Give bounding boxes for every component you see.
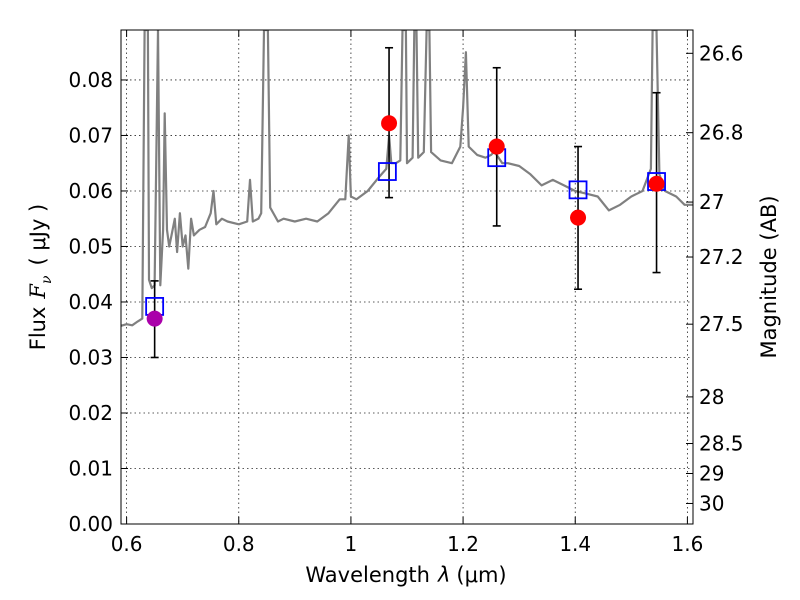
y-axis-title-unit: ( μJy ) — [26, 204, 50, 266]
y-tick-label: 0.01 — [68, 456, 113, 480]
y-tick-label: 0.05 — [68, 234, 113, 258]
y-axis-title-symbol: F — [26, 283, 50, 300]
y2-tick-label: 27.2 — [699, 245, 744, 269]
y-tick-label: 0.06 — [68, 179, 113, 203]
plot-frame — [120, 29, 694, 525]
y2-tick-label: 30 — [699, 491, 724, 515]
y-tick-label: 0.07 — [68, 123, 113, 147]
spectrum-line — [121, 30, 693, 327]
model-square-point — [377, 162, 397, 181]
data-point — [146, 310, 163, 327]
x-axis-title: Wavelength λ (μm) — [305, 563, 506, 587]
y2-tick-label: 26.8 — [699, 121, 744, 145]
model-square-point — [568, 180, 588, 200]
y-axis-title: Flux Fν ( μJy ) — [26, 204, 55, 350]
y-tick-label: 0.08 — [68, 68, 113, 92]
x-axis-title-symbol: λ — [437, 563, 450, 587]
y-axis-title-subscript: ν — [39, 275, 55, 284]
y-tick-label: 0.04 — [68, 290, 113, 314]
x-tick-label: 1 — [345, 532, 358, 556]
y2-axis-title: Magnitude (AB) — [757, 195, 781, 358]
y2-tick-label: 29 — [699, 461, 724, 485]
y-tick-label: 0.03 — [68, 345, 113, 369]
x-tick-label: 0.8 — [223, 532, 255, 556]
x-axis-title-text: Wavelength — [305, 563, 430, 587]
data-point — [488, 138, 505, 155]
axes: 0.6 0.8 1 1.2 1.4 1.6 0.00 0.01 0.02 0.03 0.04 0.05… — [68, 30, 744, 556]
y2-tick-label: 28 — [699, 385, 724, 409]
plot-area — [121, 30, 693, 359]
y-tick-label: 0.00 — [68, 512, 113, 536]
y2-tick-label: 27 — [699, 190, 724, 214]
y2-tick-label: 28.5 — [699, 432, 744, 456]
x-tick-label: 1.4 — [559, 532, 591, 556]
data-point — [648, 175, 665, 192]
y2-tick-label: 26.6 — [699, 41, 744, 65]
x-axis-title-unit: (μm) — [456, 563, 506, 587]
x-tick-label: 0.6 — [111, 532, 143, 556]
x-tick-label: 1.2 — [447, 532, 479, 556]
data-point — [381, 115, 398, 132]
y2-tick-label: 27.5 — [699, 312, 744, 336]
data-point — [570, 209, 587, 226]
x-tick-label: 1.6 — [671, 532, 703, 556]
y-tick-label: 0.02 — [68, 401, 113, 425]
y-axis-title-text: Flux — [26, 307, 50, 351]
